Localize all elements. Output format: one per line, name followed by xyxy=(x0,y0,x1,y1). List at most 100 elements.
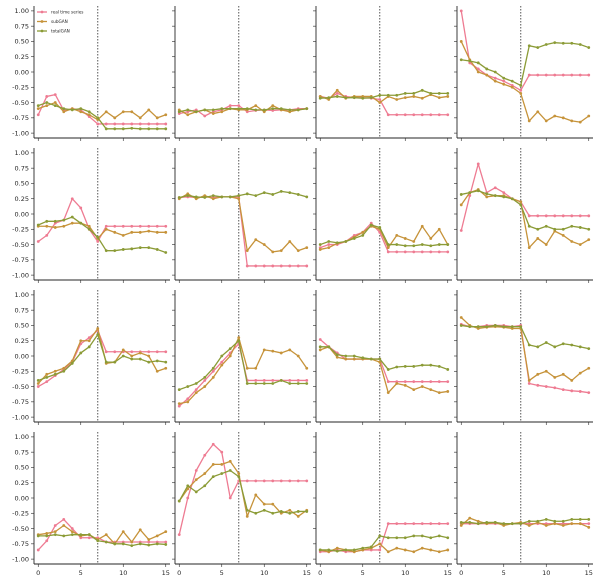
data-point xyxy=(437,380,441,384)
data-point xyxy=(420,546,424,550)
data-point xyxy=(420,363,424,367)
data-point xyxy=(254,194,258,198)
data-point xyxy=(113,230,117,234)
data-point xyxy=(459,9,463,13)
data-point xyxy=(352,96,356,100)
data-point xyxy=(121,542,125,546)
data-point xyxy=(369,357,373,361)
data-point xyxy=(536,372,540,376)
data-point xyxy=(164,530,168,534)
data-point xyxy=(378,534,382,538)
data-point xyxy=(279,249,283,253)
series-line-totalGAN xyxy=(461,324,589,350)
data-point xyxy=(296,379,300,382)
data-point xyxy=(395,546,399,550)
data-point xyxy=(62,524,66,527)
data-point xyxy=(544,341,548,344)
data-point xyxy=(53,524,57,527)
data-point xyxy=(420,88,424,92)
data-point xyxy=(36,240,40,243)
data-point xyxy=(228,347,232,351)
data-point xyxy=(177,110,181,114)
data-point xyxy=(45,372,49,376)
x-tick-label: 15 xyxy=(585,569,593,577)
data-point xyxy=(493,186,497,190)
data-point xyxy=(79,107,83,111)
data-point xyxy=(420,534,424,538)
data-point xyxy=(138,357,142,361)
series-line-totalGAN xyxy=(320,535,448,552)
data-point xyxy=(155,127,159,131)
y-tick-label: -0.25 xyxy=(12,226,29,234)
data-point xyxy=(130,247,134,251)
data-point xyxy=(446,91,450,95)
data-point xyxy=(237,197,241,201)
data-point xyxy=(164,540,168,544)
data-point xyxy=(403,113,407,117)
data-point xyxy=(296,193,300,196)
data-point xyxy=(271,382,275,385)
data-point xyxy=(211,194,215,198)
data-point xyxy=(403,91,407,95)
y-tick-label: 0.25 xyxy=(15,337,29,345)
data-point xyxy=(561,388,565,392)
data-point xyxy=(578,226,582,229)
data-point xyxy=(288,479,292,483)
data-point xyxy=(502,195,506,199)
series-line-subGAN xyxy=(178,193,307,253)
data-point xyxy=(262,502,266,506)
data-point xyxy=(335,549,339,553)
data-point xyxy=(96,327,100,330)
y-tick-label: -1.00 xyxy=(12,413,29,421)
data-point xyxy=(305,366,309,370)
data-point xyxy=(45,101,49,104)
data-point xyxy=(155,359,159,363)
data-point xyxy=(121,110,125,114)
data-point xyxy=(502,522,506,526)
data-point xyxy=(36,534,40,538)
series-line-totalGAN xyxy=(179,108,307,113)
data-point xyxy=(113,350,117,354)
data-point xyxy=(536,110,540,114)
data-point xyxy=(194,490,198,494)
data-point xyxy=(420,224,424,228)
data-point xyxy=(420,380,424,384)
data-point xyxy=(587,214,591,218)
data-point xyxy=(237,475,241,479)
panel-7 xyxy=(313,148,452,283)
data-point xyxy=(288,348,292,352)
data-point xyxy=(130,126,134,130)
panel-10 xyxy=(172,290,311,425)
data-point xyxy=(536,383,540,387)
data-point xyxy=(203,472,207,475)
series-line-real-time-series xyxy=(37,93,166,125)
x-tick-label: 15 xyxy=(162,569,170,577)
data-point xyxy=(510,325,514,329)
data-point xyxy=(254,379,258,382)
data-point xyxy=(536,237,540,240)
data-point xyxy=(147,229,151,233)
data-point xyxy=(164,251,168,254)
data-point xyxy=(79,533,83,537)
y-tick-label: 0.50 xyxy=(15,464,29,472)
data-point xyxy=(570,240,574,243)
y-tick-label: -0.25 xyxy=(12,84,29,92)
series-line-subGAN xyxy=(320,543,448,553)
y-tick-label: -0.50 xyxy=(12,383,29,391)
data-point xyxy=(378,98,382,101)
series-line-totalGAN xyxy=(178,469,307,514)
data-point xyxy=(220,195,224,199)
data-point xyxy=(378,357,382,361)
data-point xyxy=(544,214,548,218)
x-tick-label: 10 xyxy=(542,569,550,577)
series-line-subGAN xyxy=(460,41,590,123)
data-point xyxy=(121,248,125,251)
series-line-totalGAN xyxy=(38,101,166,130)
data-point xyxy=(147,543,151,547)
x-tick-label: 0 xyxy=(177,569,181,577)
data-point xyxy=(476,522,480,526)
data-point xyxy=(36,113,40,117)
data-point xyxy=(279,264,283,268)
data-point xyxy=(544,243,548,246)
